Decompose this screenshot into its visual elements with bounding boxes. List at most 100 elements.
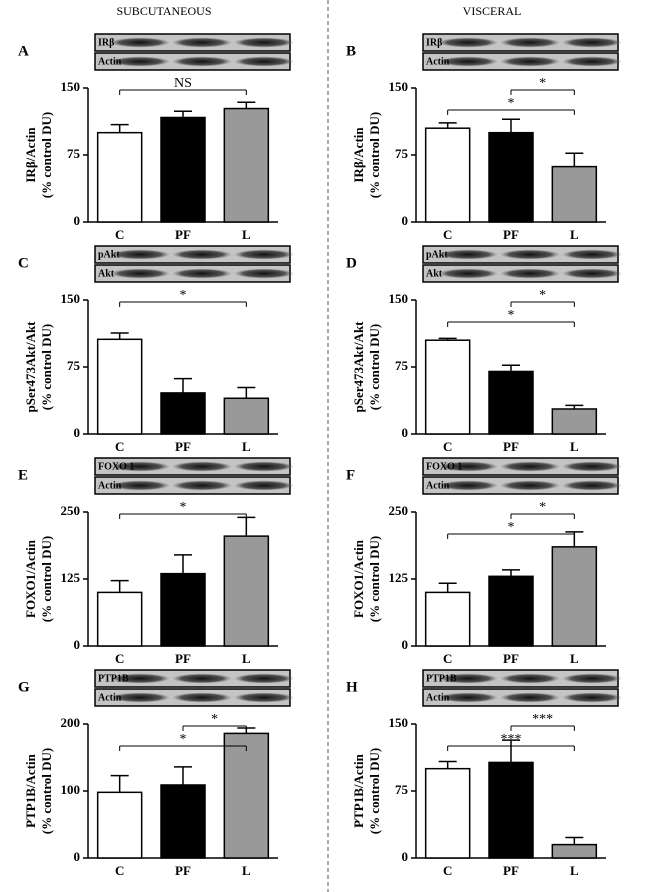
bar [96, 791, 143, 859]
blot-band [562, 268, 622, 279]
y-axis-title: PTP1B/Actin (% control DU) [351, 748, 382, 834]
blot-band [172, 673, 232, 684]
significance-label: * [211, 712, 218, 727]
blot-label: Akt [98, 268, 115, 279]
significance-label: * [180, 500, 187, 515]
y-tick-label: 0 [74, 637, 81, 652]
y-axis-label: PTP1B/Actin [351, 753, 366, 827]
panel-letter: C [18, 255, 29, 271]
y-tick-label: 75 [67, 358, 81, 373]
blot-band [234, 692, 294, 703]
significance-label: *** [532, 712, 553, 727]
blot-band [172, 268, 232, 279]
bar [551, 165, 598, 223]
bar [223, 732, 270, 859]
bar [488, 370, 534, 435]
blot-label: PTP1B [98, 673, 129, 684]
blot-band [438, 692, 498, 703]
blot-band [500, 268, 560, 279]
significance-label: * [539, 500, 546, 515]
x-tick-label: PF [503, 439, 519, 454]
bar [160, 784, 206, 859]
y-tick-label: 250 [61, 503, 81, 518]
y-axis-label: IRβ/Actin [351, 127, 366, 183]
y-tick-label: 125 [389, 570, 409, 585]
blot-label: Actin [98, 692, 122, 703]
y-axis-label: pSer473Akt/Akt [23, 321, 38, 413]
blot-band [438, 673, 498, 684]
column-header: VISCERAL [463, 4, 522, 18]
y-axis-label: pSer473Akt/Akt [351, 321, 366, 413]
blot-label: Actin [426, 480, 450, 491]
blot-band [562, 37, 622, 48]
y-tick-label: 75 [395, 146, 409, 161]
bar [551, 408, 598, 435]
blot-band [438, 56, 498, 67]
blot-label: Akt [426, 268, 443, 279]
bar [96, 591, 143, 647]
y-tick-label: 125 [61, 570, 81, 585]
blot-label: pAkt [98, 249, 120, 260]
bar [488, 761, 534, 859]
x-tick-label: C [443, 439, 452, 454]
x-tick-label: C [115, 227, 124, 242]
panel-letter: G [18, 679, 30, 695]
y-tick-label: 75 [67, 146, 81, 161]
bar [223, 535, 270, 647]
blot-label: Actin [426, 692, 450, 703]
blot-label: PTP1B [426, 673, 457, 684]
bar [424, 767, 471, 859]
bar [424, 127, 471, 223]
x-tick-label: L [570, 227, 579, 242]
x-tick-label: L [570, 651, 579, 666]
y-axis-label: FOXO1/Actin [23, 539, 38, 618]
blot-band [172, 56, 232, 67]
panel-letter: D [346, 255, 357, 271]
blot-band [172, 461, 232, 472]
bar [424, 339, 471, 435]
significance-label: *** [501, 732, 522, 747]
panel-letter: H [346, 679, 358, 695]
x-tick-label: PF [175, 439, 191, 454]
y-axis-label: (% control DU) [39, 112, 54, 198]
x-tick-label: L [242, 439, 251, 454]
y-tick-label: 150 [389, 79, 409, 94]
x-tick-label: PF [503, 651, 519, 666]
blot-band [234, 480, 294, 491]
bar [160, 116, 206, 223]
blot-band [110, 673, 170, 684]
blot-band [500, 692, 560, 703]
x-tick-label: PF [503, 863, 519, 878]
blot-band [500, 461, 560, 472]
blot-band [562, 461, 622, 472]
y-axis-label: PTP1B/Actin [23, 753, 38, 827]
blot-band [234, 673, 294, 684]
blot-label: FOXO 1 [98, 461, 134, 472]
blot-band [500, 249, 560, 260]
x-tick-label: L [242, 863, 251, 878]
blot-label: IRβ [98, 37, 114, 48]
x-tick-label: C [443, 227, 452, 242]
blot-band [438, 249, 498, 260]
x-tick-label: C [443, 651, 452, 666]
significance-label: * [539, 288, 546, 303]
y-axis-label: (% control DU) [367, 112, 382, 198]
y-axis-label: (% control DU) [367, 324, 382, 410]
x-tick-label: C [115, 651, 124, 666]
blot-band [562, 673, 622, 684]
y-axis-label: FOXO1/Actin [351, 539, 366, 618]
column-header: SUBCUTANEOUS [116, 4, 211, 18]
blot-band [438, 268, 498, 279]
x-tick-label: PF [175, 651, 191, 666]
y-axis-title: PTP1B/Actin (% control DU) [23, 748, 54, 834]
significance-label: * [180, 288, 187, 303]
y-axis-label: (% control DU) [39, 748, 54, 834]
blot-band [562, 56, 622, 67]
blot-label: FOXO 1 [426, 461, 462, 472]
y-axis-title: pSer473Akt/Akt (% control DU) [351, 321, 382, 413]
significance-label: * [508, 520, 515, 535]
blot-band [110, 480, 170, 491]
blot-band [234, 56, 294, 67]
bar [96, 338, 143, 435]
blot-band [172, 249, 232, 260]
